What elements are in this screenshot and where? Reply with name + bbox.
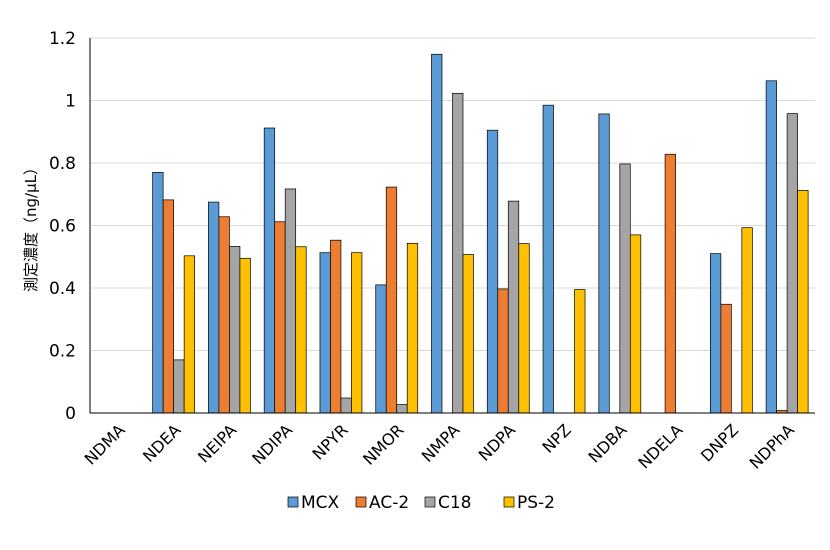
axes xyxy=(89,38,815,414)
bar-mcx-ndpha xyxy=(765,80,777,414)
bar-mcx-ndea xyxy=(152,172,164,414)
y-tick-label: 0.4 xyxy=(49,279,76,299)
x-category-label: DNPZ xyxy=(697,420,742,465)
bar-ps-2-ndipa xyxy=(295,246,307,414)
legend-label-ac-2: AC-2 xyxy=(369,493,409,513)
legend-label-mcx: MCX xyxy=(301,493,340,513)
bar-ac-2-ndpa xyxy=(497,288,509,414)
bar-ps-2-ndba xyxy=(629,234,642,414)
bar-mcx-nmpa xyxy=(431,53,443,414)
bar-mcx-ndba xyxy=(598,113,610,414)
x-category-label: NDMA xyxy=(81,420,129,468)
x-category-label: NDEA xyxy=(139,420,185,466)
bar-ps-2-ndea xyxy=(183,255,196,414)
bar-mcx-ndpa xyxy=(486,129,499,414)
legend-swatch-ac-2 xyxy=(355,496,367,508)
y-tick-label: 0 xyxy=(65,404,76,424)
y-tick-label: 1 xyxy=(65,92,76,112)
bar-c18-ndpa xyxy=(507,200,520,414)
bar-mcx-ndipa xyxy=(263,127,276,414)
bar-ps-2-nmor xyxy=(406,242,419,414)
bar-ac-2-ndea xyxy=(162,199,175,414)
bar-c18-nmor xyxy=(396,404,408,414)
legend-swatch-c18 xyxy=(424,496,436,508)
bar-mcx-npz xyxy=(542,104,554,414)
legend: MCX AC-2 C18 PS-2 xyxy=(287,493,555,513)
x-category-label: NDELA xyxy=(634,420,686,472)
x-category-label: NMOR xyxy=(359,420,407,468)
x-category-label: NPZ xyxy=(538,420,574,456)
bar-mcx-neipa xyxy=(208,201,220,414)
bar-ac-2-neipa xyxy=(218,216,230,414)
y-tick-label: 1.2 xyxy=(49,29,76,49)
bar-mcx-nmor xyxy=(375,284,387,414)
bar-c18-neipa xyxy=(229,246,241,414)
x-category-label: NEIPA xyxy=(194,420,240,466)
bar-ps-2-npz xyxy=(574,289,586,414)
bar-c18-ndba xyxy=(619,163,631,414)
bar-c18-npyr xyxy=(340,397,352,414)
legend-label-c18: C18 xyxy=(438,493,472,513)
bar-c18-ndpha xyxy=(786,113,798,414)
bar-ps-2-dnpz xyxy=(741,227,753,414)
y-axis-label: 測定濃度（ng/µL） xyxy=(22,160,40,292)
bar-ps-2-npyr xyxy=(351,252,363,414)
legend-label-ps-2: PS-2 xyxy=(517,493,555,513)
bar-ac-2-dnpz xyxy=(720,303,732,414)
x-category-label: NDPA xyxy=(475,420,519,464)
legend-swatch-mcx xyxy=(287,496,299,508)
bar-ps-2-neipa xyxy=(239,257,251,414)
x-category-label: NDIPA xyxy=(248,420,296,468)
y-tick-label: 0.8 xyxy=(49,154,76,174)
bar-c18-nmpa xyxy=(452,92,464,414)
bar-ac-2-ndela xyxy=(664,153,676,414)
y-tick-label: 0.2 xyxy=(49,342,76,362)
y-tick-labels: 0 0.2 0.4 0.6 0.8 1 1.2 xyxy=(49,29,76,424)
bar-ps-2-nmpa xyxy=(462,254,474,414)
y-tick-label: 0.6 xyxy=(49,217,76,237)
bar-ps-2-ndpa xyxy=(518,243,530,414)
bars xyxy=(152,53,809,414)
bar-ps-2-ndpha xyxy=(797,190,809,414)
x-category-label: NDPhA xyxy=(746,420,798,472)
bar-mcx-dnpz xyxy=(709,253,722,414)
bar-ac-2-nmor xyxy=(385,186,398,414)
x-category-labels: NDMA NDEA NEIPA NDIPA NPYR NMOR NMPA NDPA NPZ NDB… xyxy=(81,420,798,472)
x-category-label: NPYR xyxy=(309,420,352,463)
bar-c18-ndipa xyxy=(284,188,297,414)
legend-swatch-ps-2 xyxy=(503,496,515,508)
x-category-label: NMPA xyxy=(418,420,464,466)
bar-ac-2-ndipa xyxy=(274,221,286,414)
bar-mcx-npyr xyxy=(319,252,331,414)
bar-c18-ndea xyxy=(173,359,185,414)
bar-ac-2-npyr xyxy=(330,239,342,414)
x-category-label: NDBA xyxy=(585,420,631,466)
